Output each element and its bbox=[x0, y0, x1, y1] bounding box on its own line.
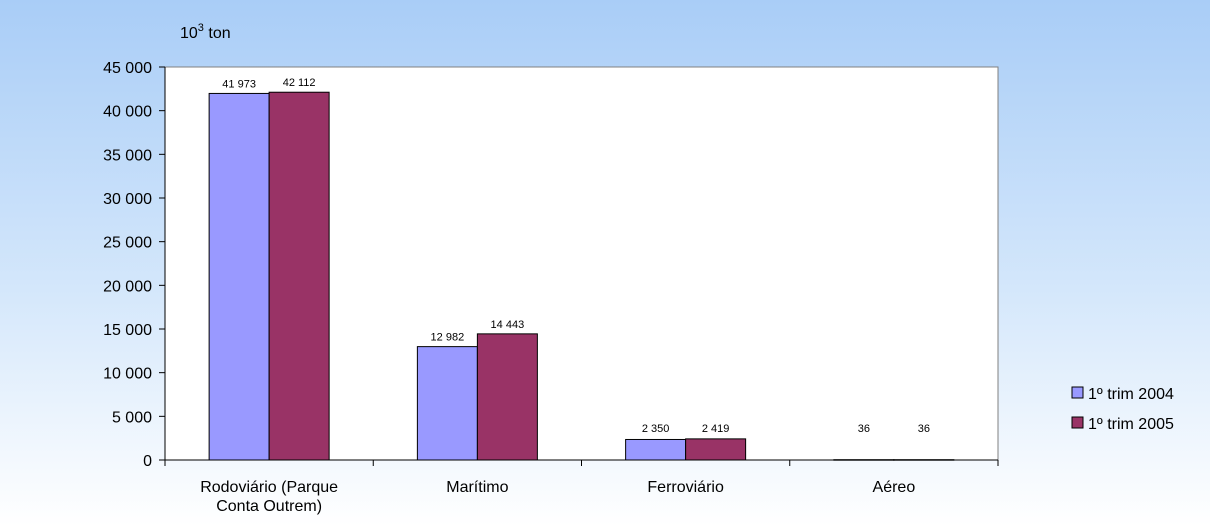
y-tick-label: 0 bbox=[143, 453, 152, 470]
y-tick-label: 5 000 bbox=[112, 409, 152, 426]
y-axis-unit-label: 103 ton bbox=[180, 22, 231, 42]
x-category-label-line: Rodoviário (Parque bbox=[200, 479, 338, 496]
y-tick-label: 40 000 bbox=[103, 104, 152, 121]
bar bbox=[893, 459, 955, 461]
x-category-label: Aéreo bbox=[873, 479, 916, 496]
bar bbox=[268, 91, 330, 461]
bar bbox=[685, 438, 747, 461]
y-tick-label: 30 000 bbox=[103, 191, 152, 208]
y-axis-unit-exponent: 3 bbox=[198, 22, 204, 34]
x-category-label-line: Aéreo bbox=[873, 479, 916, 496]
data-label: 36 bbox=[918, 423, 930, 435]
y-tick-label: 10 000 bbox=[103, 366, 152, 383]
legend: 1º trim 2004 1º trim 2005 bbox=[1071, 386, 1174, 433]
x-category-label-line: Conta Outrem) bbox=[216, 498, 322, 515]
bar bbox=[476, 333, 538, 461]
data-label: 41 973 bbox=[222, 78, 256, 90]
legend-label: 1º trim 2004 bbox=[1088, 386, 1174, 403]
data-label: 36 bbox=[858, 423, 870, 435]
y-tick-label: 15 000 bbox=[103, 322, 152, 339]
bar bbox=[208, 92, 270, 461]
y-tick-label: 25 000 bbox=[103, 235, 152, 252]
legend-swatch bbox=[1071, 416, 1084, 429]
bar bbox=[416, 346, 478, 461]
y-tick-label: 35 000 bbox=[103, 147, 152, 164]
bars bbox=[208, 91, 955, 461]
data-label: 42 112 bbox=[283, 77, 316, 89]
bar bbox=[833, 459, 895, 461]
data-labels: 41 973 12 982 2 350 36 42 112 14 443 2 419 36 bbox=[222, 77, 930, 435]
data-label: 2 419 bbox=[702, 423, 730, 435]
y-axis-unit-text: ton bbox=[204, 25, 231, 42]
x-category-label-line: Ferroviário bbox=[647, 479, 724, 496]
legend-swatch bbox=[1071, 386, 1084, 399]
bar bbox=[625, 438, 687, 461]
y-axis: 0 5 000 10 000 15 000 20 000 25 000 30 000 35 0… bbox=[103, 60, 166, 470]
data-label: 12 982 bbox=[431, 332, 465, 344]
data-label: 2 350 bbox=[642, 423, 670, 435]
x-category-label: Rodoviário (Parque Conta Outrem) bbox=[200, 479, 338, 515]
x-category-label: Ferroviário bbox=[647, 479, 724, 496]
y-axis-unit-base: 10 bbox=[180, 25, 198, 42]
x-category-label: Marítimo bbox=[446, 479, 508, 496]
y-tick-label: 20 000 bbox=[103, 278, 152, 295]
data-label: 14 443 bbox=[491, 319, 525, 331]
legend-label: 1º trim 2005 bbox=[1088, 416, 1174, 433]
x-axis: Rodoviário (Parque Conta Outrem) Marítimo F… bbox=[164, 459, 999, 515]
x-category-label-line: Marítimo bbox=[446, 479, 508, 496]
y-tick-label: 45 000 bbox=[103, 60, 152, 77]
